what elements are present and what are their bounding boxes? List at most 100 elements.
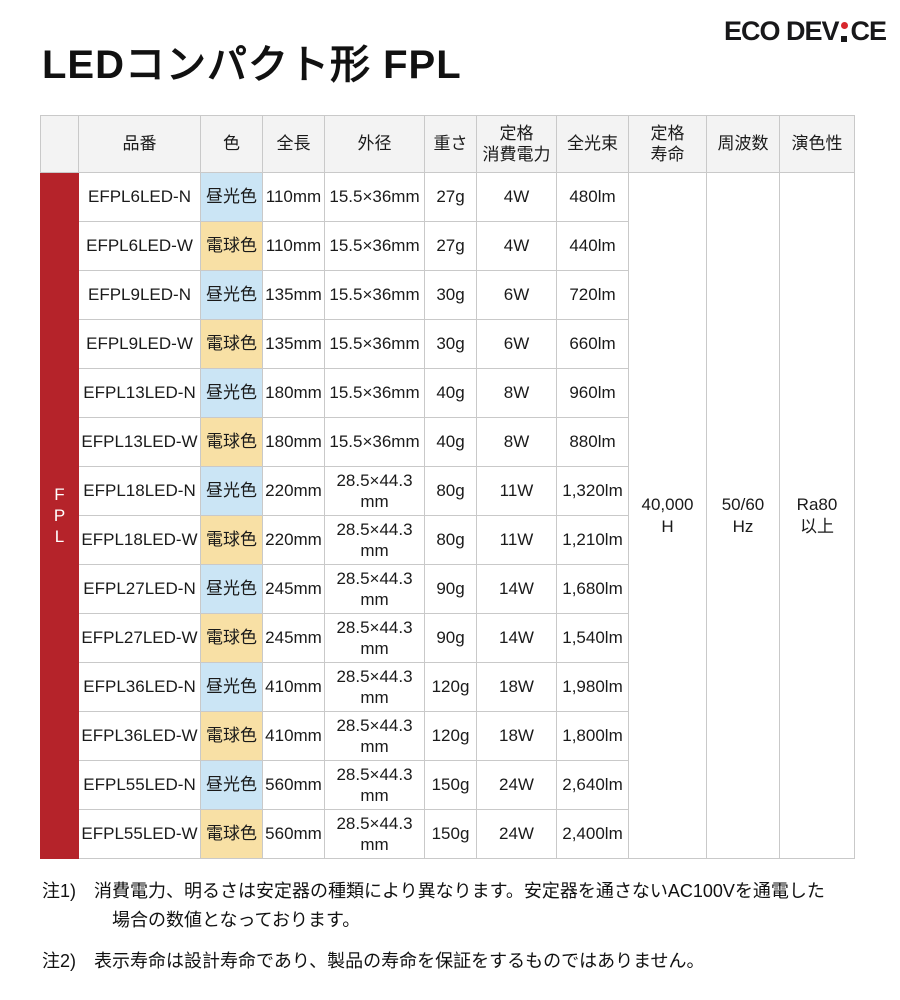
header-color: 色 <box>200 115 263 173</box>
color-cell: 電球色 <box>200 221 263 271</box>
weight-cell: 150g <box>424 760 477 810</box>
footnote-1-label: 注1) <box>42 881 77 901</box>
table-row: EFPL36LED-N 昼光色 410mm 28.5×44.3 mm 120g 18W 1,… <box>41 662 855 712</box>
length-cell: 245mm <box>262 564 325 614</box>
model-cell: EFPL27LED-W <box>78 613 201 663</box>
diameter-cell: 15.5×36mm <box>324 270 425 320</box>
table-row: EFPL9LED-N 昼光色 135mm 15.5×36mm 30g 6W 720lm <box>41 270 855 320</box>
power-cell: 8W <box>476 417 557 467</box>
color-cell: 電球色 <box>200 319 263 369</box>
footnote-2: 注2) 表示寿命は設計寿命であり、製品の寿命を保証をするものではありません。 <box>42 947 872 976</box>
length-cell: 180mm <box>262 417 325 467</box>
power-cell: 6W <box>476 319 557 369</box>
table-row: EFPL27LED-N 昼光色 245mm 28.5×44.3 mm 90g 14W 1,6… <box>41 564 855 614</box>
page-header: LEDコンパクト形 FPL ECO DEV CE <box>0 0 900 115</box>
power-cell: 24W <box>476 760 557 810</box>
header-length: 全長 <box>262 115 325 173</box>
spec-table: 品番 色 全長 外径 重さ 定格 消費電力 全光束 定格 寿命 周波数 演色性 … <box>40 115 855 859</box>
color-cell: 昼光色 <box>200 760 263 810</box>
model-cell: EFPL55LED-W <box>78 809 201 859</box>
logo-text-left: ECO DEV <box>723 16 840 46</box>
flux-cell: 480lm <box>556 172 629 222</box>
flux-cell: 1,800lm <box>556 711 629 761</box>
table-row: F P L EFPL6LED-N 昼光色 110mm 15.5×36mm 27g 4W 480lm… <box>40 172 855 859</box>
power-cell: 24W <box>476 809 557 859</box>
diameter-cell: 15.5×36mm <box>324 221 425 271</box>
diameter-cell: 15.5×36mm <box>324 368 425 418</box>
model-cell: EFPL9LED-W <box>78 319 201 369</box>
color-cell: 電球色 <box>200 711 263 761</box>
color-cell: 電球色 <box>200 417 263 467</box>
diameter-cell: 28.5×44.3 mm <box>324 613 425 663</box>
logo-red-dot <box>840 22 848 29</box>
table-row: EFPL18LED-W 電球色 220mm 28.5×44.3 mm 80g 11W 1,2… <box>41 515 855 565</box>
model-cell: EFPL6LED-N <box>78 172 201 222</box>
diameter-cell: 15.5×36mm <box>324 417 425 467</box>
footnote-1-text: 消費電力、明るさは安定器の種類により異なります。安定器を通さないAC100Vを通… <box>94 881 825 930</box>
header-power: 定格 消費電力 <box>476 115 557 173</box>
header-row: 品番 色 全長 外径 重さ 定格 消費電力 全光束 定格 寿命 周波数 演色性 <box>40 115 855 173</box>
footnotes: 注1) 消費電力、明るさは安定器の種類により異なります。安定器を通さないAC10… <box>42 877 872 976</box>
logo-i-dot-icon <box>840 21 848 42</box>
header-model: 品番 <box>78 115 201 173</box>
flux-cell: 660lm <box>556 319 629 369</box>
flux-cell: 720lm <box>556 270 629 320</box>
length-cell: 110mm <box>262 221 325 271</box>
diameter-cell: 28.5×44.3 mm <box>324 760 425 810</box>
weight-cell: 80g <box>424 515 477 565</box>
length-cell: 245mm <box>262 613 325 663</box>
table-row: EFPL27LED-W 電球色 245mm 28.5×44.3 mm 90g 14W 1,5… <box>41 613 855 663</box>
weight-cell: 80g <box>424 466 477 516</box>
model-cell: EFPL13LED-N <box>78 368 201 418</box>
weight-cell: 40g <box>424 368 477 418</box>
weight-cell: 90g <box>424 613 477 663</box>
corner-cell <box>40 115 79 173</box>
color-cell: 昼光色 <box>200 368 263 418</box>
table-row: EFPL55LED-W 電球色 560mm 28.5×44.3 mm 150g 24W 2,… <box>41 809 855 859</box>
life-cell: 40,000 H <box>628 172 707 859</box>
footnote-2-label: 注2) <box>42 951 77 971</box>
weight-cell: 90g <box>424 564 477 614</box>
model-cell: EFPL36LED-N <box>78 662 201 712</box>
table-row: EFPL36LED-W 電球色 410mm 28.5×44.3 mm 120g 18W 1,… <box>41 711 855 761</box>
model-cell: EFPL18LED-N <box>78 466 201 516</box>
page-title: LEDコンパクト形 FPL <box>42 43 462 87</box>
weight-cell: 120g <box>424 662 477 712</box>
model-cell: EFPL55LED-N <box>78 760 201 810</box>
length-cell: 560mm <box>262 809 325 859</box>
power-cell: 14W <box>476 613 557 663</box>
diameter-cell: 28.5×44.3 mm <box>324 564 425 614</box>
footnote-1: 注1) 消費電力、明るさは安定器の種類により異なります。安定器を通さないAC10… <box>42 877 872 935</box>
power-cell: 18W <box>476 662 557 712</box>
table-row: EFPL13LED-W 電球色 180mm 15.5×36mm 40g 8W 880lm <box>41 417 855 467</box>
weight-cell: 150g <box>424 809 477 859</box>
eco-device-logo: ECO DEV CE <box>723 16 887 47</box>
flux-cell: 1,680lm <box>556 564 629 614</box>
header-life: 定格 寿命 <box>628 115 707 173</box>
diameter-cell: 28.5×44.3 mm <box>324 809 425 859</box>
color-cell: 昼光色 <box>200 172 263 222</box>
power-cell: 11W <box>476 466 557 516</box>
header-diameter: 外径 <box>324 115 425 173</box>
flux-cell: 2,640lm <box>556 760 629 810</box>
length-cell: 220mm <box>262 466 325 516</box>
flux-cell: 440lm <box>556 221 629 271</box>
footnote-2-text: 表示寿命は設計寿命であり、製品の寿命を保証をするものではありません。 <box>94 951 705 971</box>
color-cell: 昼光色 <box>200 466 263 516</box>
power-cell: 6W <box>476 270 557 320</box>
length-cell: 560mm <box>262 760 325 810</box>
table-row: EFPL13LED-N 昼光色 180mm 15.5×36mm 40g 8W 960lm <box>41 368 855 418</box>
logo-text-right: CE <box>850 16 887 46</box>
color-cell: 昼光色 <box>200 270 263 320</box>
color-cell: 電球色 <box>200 809 263 859</box>
model-cell: EFPL27LED-N <box>78 564 201 614</box>
flux-cell: 880lm <box>556 417 629 467</box>
diameter-cell: 28.5×44.3 mm <box>324 466 425 516</box>
header-frequency: 周波数 <box>706 115 780 173</box>
power-cell: 8W <box>476 368 557 418</box>
weight-cell: 27g <box>424 172 477 222</box>
color-cell: 電球色 <box>200 613 263 663</box>
length-cell: 180mm <box>262 368 325 418</box>
logo-black-dot <box>841 36 848 42</box>
